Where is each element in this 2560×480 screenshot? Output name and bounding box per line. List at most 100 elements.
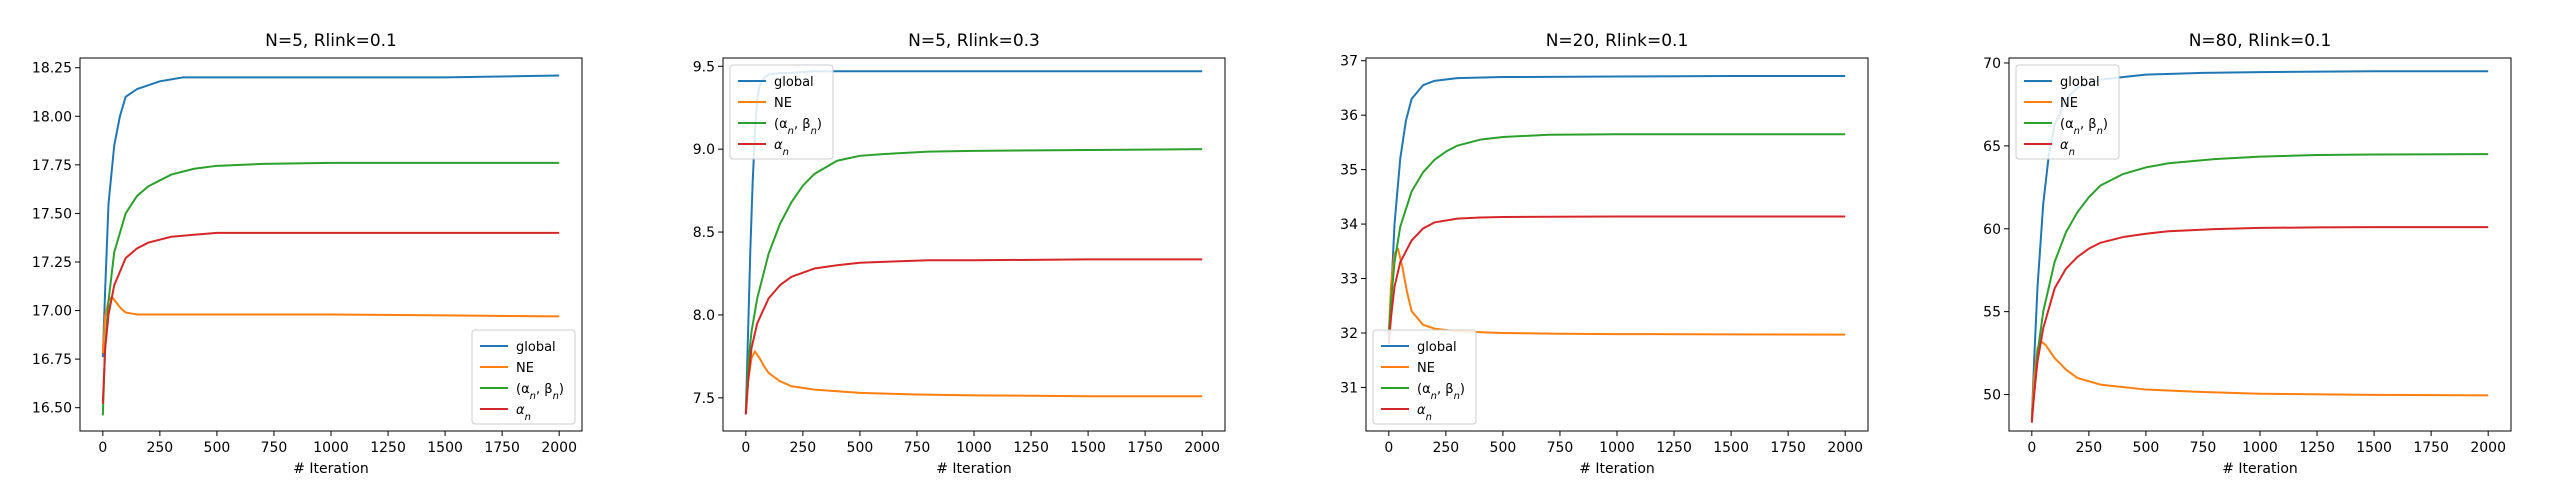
legend-entry-label: (αn, βn) bbox=[774, 117, 822, 137]
y-tick-label: 17.50 bbox=[32, 206, 72, 222]
x-tick-label: 750 bbox=[2190, 440, 2217, 456]
x-tick-label: 250 bbox=[789, 440, 816, 456]
chart-panel-4: N=80, Rlink=0.1 0 250 500 750 1000 1250 1500 175… bbox=[1983, 31, 2512, 477]
series-line-global bbox=[1387, 74, 1846, 339]
legend-box bbox=[2015, 64, 2120, 160]
y-tick-label: 7.5 bbox=[693, 391, 715, 407]
legend-entry-label: αn bbox=[774, 138, 789, 158]
legend-entry-label: NE bbox=[1417, 361, 1435, 376]
x-tick-label: 1750 bbox=[2413, 440, 2449, 456]
y-tick-label: 31 bbox=[1340, 380, 1358, 396]
x-tick-label: 500 bbox=[847, 440, 874, 456]
legend-entry-label: global bbox=[2060, 75, 2100, 90]
legend-entry-label: NE bbox=[2060, 96, 2078, 111]
chart-title: N=80, Rlink=0.1 bbox=[2189, 31, 2332, 51]
x-tick-label: 250 bbox=[1432, 440, 1459, 456]
x-tick-label: 0 bbox=[1384, 440, 1393, 456]
y-tick-label: 34 bbox=[1340, 217, 1358, 233]
y-tick-label: 32 bbox=[1340, 326, 1358, 342]
series-line-n-n bbox=[1387, 133, 1846, 334]
legend-entry-label: global bbox=[1417, 340, 1457, 355]
series-line-ne bbox=[1387, 247, 1846, 336]
y-tick-label: 17.00 bbox=[32, 304, 72, 320]
x-axis-label: # Iteration bbox=[2222, 461, 2298, 477]
chart-title: N=20, Rlink=0.1 bbox=[1546, 31, 1689, 51]
y-tick-label: 65 bbox=[1983, 139, 2001, 155]
y-tick-label: 8.5 bbox=[693, 225, 715, 241]
y-tick-label: 9.0 bbox=[693, 142, 715, 158]
chart-panel-2: N=5, Rlink=0.3 0 250 500 750 1000 1250 1500 1750… bbox=[693, 31, 1226, 477]
x-tick-label: 500 bbox=[2133, 440, 2160, 456]
legend-box bbox=[729, 64, 834, 160]
series-line-n-n bbox=[2030, 153, 2489, 420]
x-tick-label: 250 bbox=[146, 440, 173, 456]
x-tick-label: 1500 bbox=[1070, 440, 1106, 456]
series-lines bbox=[101, 74, 560, 416]
x-tick-label: 1250 bbox=[1013, 440, 1049, 456]
x-tick-label: 1500 bbox=[1713, 440, 1749, 456]
x-tick-label: 2000 bbox=[1827, 440, 1863, 456]
legend-entry-label: αn bbox=[516, 403, 531, 423]
x-tick-label: 1000 bbox=[313, 440, 349, 456]
legend-entry-label: NE bbox=[516, 361, 534, 376]
chart-panel-3: N=20, Rlink=0.1 0 250 500 750 1000 1250 1500 175… bbox=[1340, 31, 1869, 477]
x-tick-label: 1000 bbox=[2242, 440, 2278, 456]
x-tick-label: 2000 bbox=[1184, 440, 1220, 456]
x-tick-label: 0 bbox=[2027, 440, 2036, 456]
legend: global NE (αn, βn)αn bbox=[471, 329, 576, 425]
legend-box bbox=[471, 329, 576, 425]
legend: global NE (αn, βn)αn bbox=[1372, 329, 1477, 425]
series-line-n-n bbox=[101, 161, 560, 416]
legend: global NE (αn, βn)αn bbox=[2015, 64, 2120, 160]
legend-entry-label: global bbox=[516, 340, 556, 355]
y-tick-label: 17.25 bbox=[32, 255, 72, 271]
legend-entry-label: NE bbox=[774, 96, 792, 111]
x-tick-label: 750 bbox=[904, 440, 931, 456]
x-axis-label: # Iteration bbox=[293, 461, 369, 477]
chart-title: N=5, Rlink=0.1 bbox=[265, 31, 397, 51]
y-tick-label: 33 bbox=[1340, 272, 1358, 288]
y-tick-label: 8.0 bbox=[693, 308, 715, 324]
legend-entry-label: (αn, βn) bbox=[516, 382, 564, 402]
y-tick-label: 35 bbox=[1340, 163, 1358, 179]
x-tick-label: 250 bbox=[2075, 440, 2102, 456]
series-line-global bbox=[101, 74, 560, 358]
y-tick-label: 37 bbox=[1340, 54, 1358, 70]
x-tick-label: 1750 bbox=[1770, 440, 1806, 456]
y-tick-label: 50 bbox=[1983, 388, 2001, 404]
y-tick-label: 55 bbox=[1983, 305, 2001, 321]
series-line-n bbox=[2030, 226, 2489, 423]
legend-entry-label: (αn, βn) bbox=[1417, 382, 1465, 402]
series-line-n bbox=[744, 258, 1203, 415]
legend: global NE (αn, βn)αn bbox=[729, 64, 834, 160]
series-lines bbox=[1387, 74, 1846, 344]
x-tick-label: 1500 bbox=[427, 440, 463, 456]
legend-entry-label: (αn, βn) bbox=[2060, 117, 2108, 137]
series-line-n bbox=[101, 231, 560, 404]
x-tick-label: 750 bbox=[1547, 440, 1574, 456]
legend-box bbox=[1372, 329, 1477, 425]
x-tick-label: 1000 bbox=[956, 440, 992, 456]
x-tick-label: 1500 bbox=[2356, 440, 2392, 456]
y-tick-label: 16.75 bbox=[32, 352, 72, 368]
y-tick-label: 18.25 bbox=[32, 61, 72, 77]
y-tick-label: 16.50 bbox=[32, 401, 72, 417]
x-tick-label: 1000 bbox=[1599, 440, 1635, 456]
series-line-n-n bbox=[744, 148, 1203, 412]
legend-entry-label: global bbox=[774, 75, 814, 90]
x-tick-label: 1250 bbox=[1656, 440, 1692, 456]
x-axis-label: # Iteration bbox=[1579, 461, 1655, 477]
x-tick-label: 0 bbox=[98, 440, 107, 456]
series-line-n bbox=[1387, 215, 1846, 344]
legend-entry-label: αn bbox=[1417, 403, 1432, 423]
legend-entry-label: αn bbox=[2060, 138, 2075, 158]
chart-title: N=5, Rlink=0.3 bbox=[908, 31, 1040, 51]
series-line-ne bbox=[2030, 340, 2489, 420]
x-tick-label: 1750 bbox=[1127, 440, 1163, 456]
x-tick-label: 1750 bbox=[484, 440, 520, 456]
x-tick-label: 2000 bbox=[2470, 440, 2506, 456]
y-tick-label: 18.00 bbox=[32, 109, 72, 125]
x-tick-label: 750 bbox=[261, 440, 288, 456]
x-tick-label: 0 bbox=[741, 440, 750, 456]
